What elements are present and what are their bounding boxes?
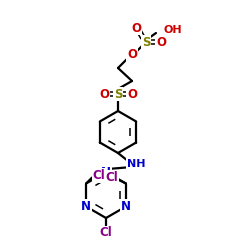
Text: Cl: Cl [100, 226, 112, 239]
Text: O: O [131, 22, 141, 35]
Text: O: O [127, 88, 137, 101]
Text: N: N [121, 200, 131, 213]
Text: O: O [127, 48, 137, 62]
Text: Cl: Cl [93, 169, 106, 182]
Text: OH: OH [163, 25, 182, 35]
Text: O: O [156, 36, 166, 49]
Text: S: S [114, 88, 122, 101]
Text: Cl: Cl [106, 171, 118, 184]
Text: N: N [101, 166, 111, 178]
Text: N: N [81, 200, 91, 213]
Text: O: O [99, 88, 109, 101]
Text: S: S [142, 36, 150, 49]
Text: NH: NH [127, 159, 145, 169]
